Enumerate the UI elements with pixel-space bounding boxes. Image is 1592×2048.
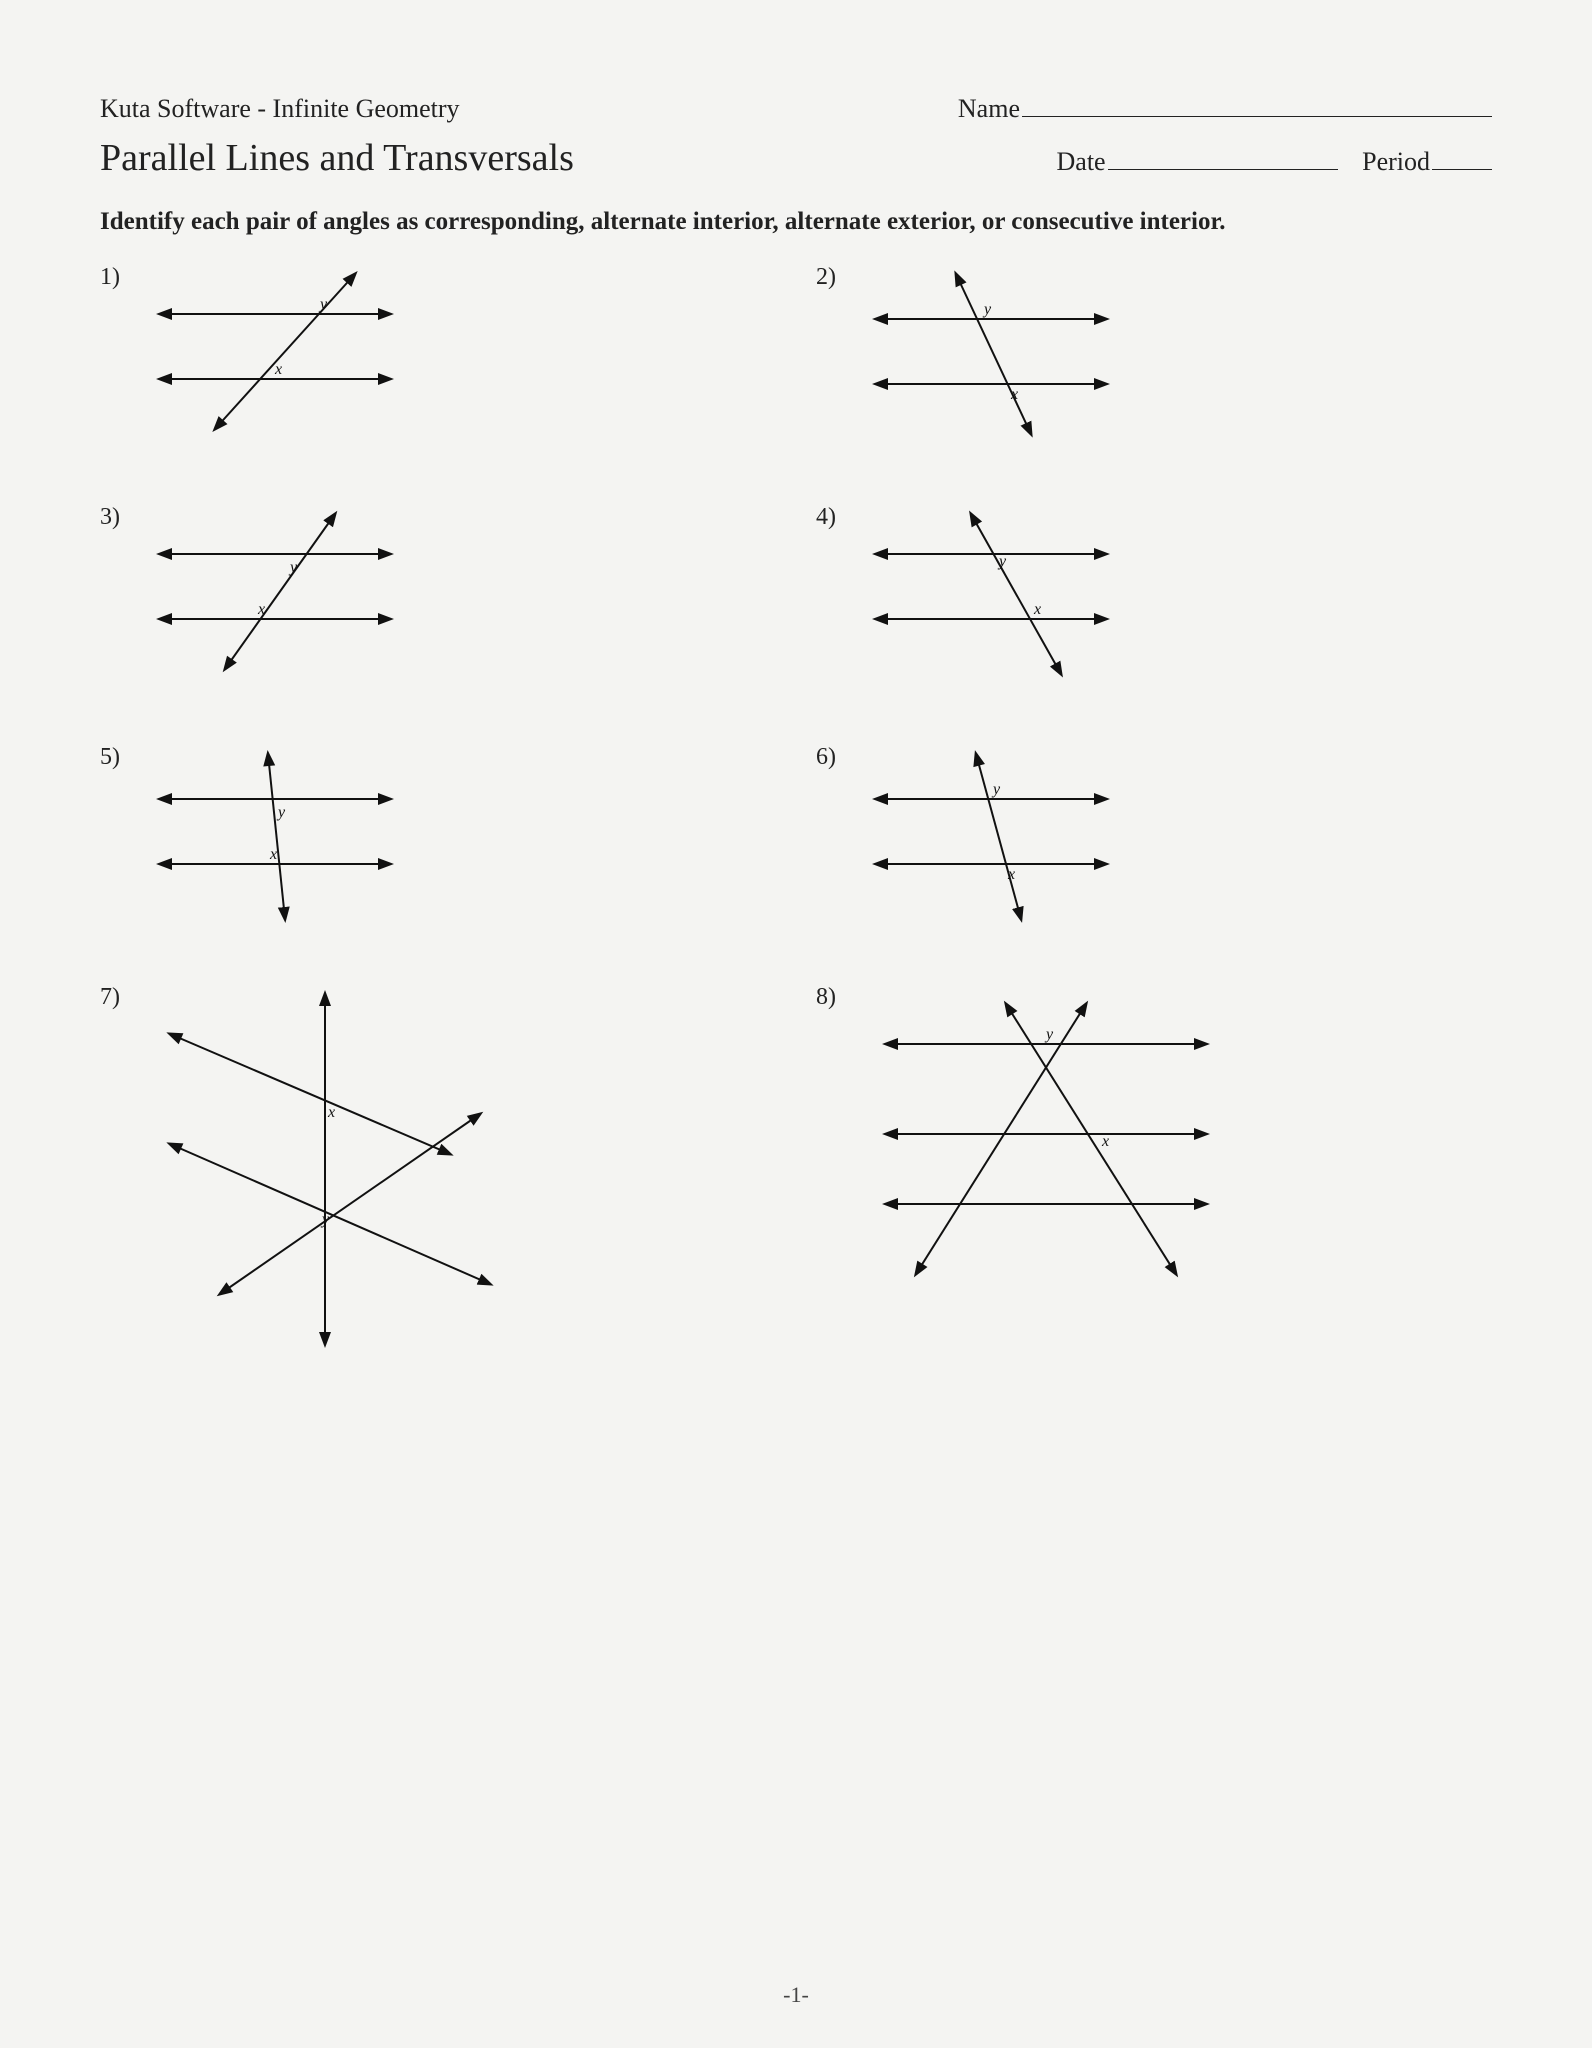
figure-6: yx [856, 744, 1136, 934]
name-label: Name [958, 94, 1020, 123]
problem-6: 6) yx [816, 744, 1492, 984]
problem-label: 6) [816, 744, 836, 771]
page-footer: -1- [0, 1982, 1592, 2008]
period-blank[interactable] [1432, 143, 1492, 170]
date-period: Date Period [1057, 143, 1492, 177]
worksheet-title: Parallel Lines and Transversals [100, 136, 574, 180]
problem-3: 3) yx [100, 504, 776, 744]
svg-text:y: y [997, 553, 1007, 570]
worksheet-page: Kuta Software - Infinite Geometry Name P… [0, 0, 1592, 2048]
svg-text:y: y [1044, 1026, 1054, 1043]
date-label: Date [1057, 147, 1106, 176]
problem-label: 7) [100, 984, 120, 1011]
software-label: Kuta Software - Infinite Geometry [100, 94, 460, 124]
svg-text:x: x [1101, 1133, 1109, 1150]
figure-4: yx [856, 504, 1136, 694]
problem-label: 1) [100, 264, 120, 291]
svg-text:y: y [318, 296, 328, 313]
problem-1: 1) yx [100, 264, 776, 504]
figure-1: yx [140, 264, 420, 454]
figure-8: yx [856, 984, 1236, 1304]
name-blank[interactable] [1022, 90, 1492, 117]
problem-label: 3) [100, 504, 120, 531]
svg-text:y: y [991, 781, 1001, 798]
figure-3: yx [140, 504, 420, 694]
svg-text:y: y [276, 804, 286, 821]
problem-label: 5) [100, 744, 120, 771]
problem-label: 2) [816, 264, 836, 291]
svg-text:x: x [327, 1104, 335, 1121]
date-blank[interactable] [1108, 143, 1338, 170]
problem-8: 8) yx [816, 984, 1492, 1404]
svg-text:y: y [288, 559, 298, 576]
svg-text:x: x [1007, 866, 1015, 883]
problem-5: 5) yx [100, 744, 776, 984]
problem-label: 4) [816, 504, 836, 531]
svg-text:x: x [1010, 386, 1018, 403]
problem-label: 8) [816, 984, 836, 1011]
period-label: Period [1362, 147, 1430, 176]
problem-2: 2) yx [816, 264, 1492, 504]
svg-text:x: x [269, 846, 277, 863]
name-field: Name [958, 90, 1492, 124]
svg-text:x: x [257, 601, 265, 618]
figure-7: yx [140, 984, 520, 1364]
svg-text:y: y [320, 1211, 330, 1228]
instructions: Identify each pair of angles as correspo… [100, 208, 1492, 236]
svg-text:x: x [274, 361, 282, 378]
figure-5: yx [140, 744, 420, 934]
problem-7: 7) yx [100, 984, 776, 1404]
svg-text:x: x [1033, 601, 1041, 618]
figure-2: yx [856, 264, 1136, 454]
problem-4: 4) yx [816, 504, 1492, 744]
problems-grid: 1) yx 2) yx 3) yx [100, 264, 1492, 1404]
header-row: Kuta Software - Infinite Geometry Name [100, 90, 1492, 124]
svg-text:y: y [982, 301, 992, 318]
title-row: Parallel Lines and Transversals Date Per… [100, 136, 1492, 180]
